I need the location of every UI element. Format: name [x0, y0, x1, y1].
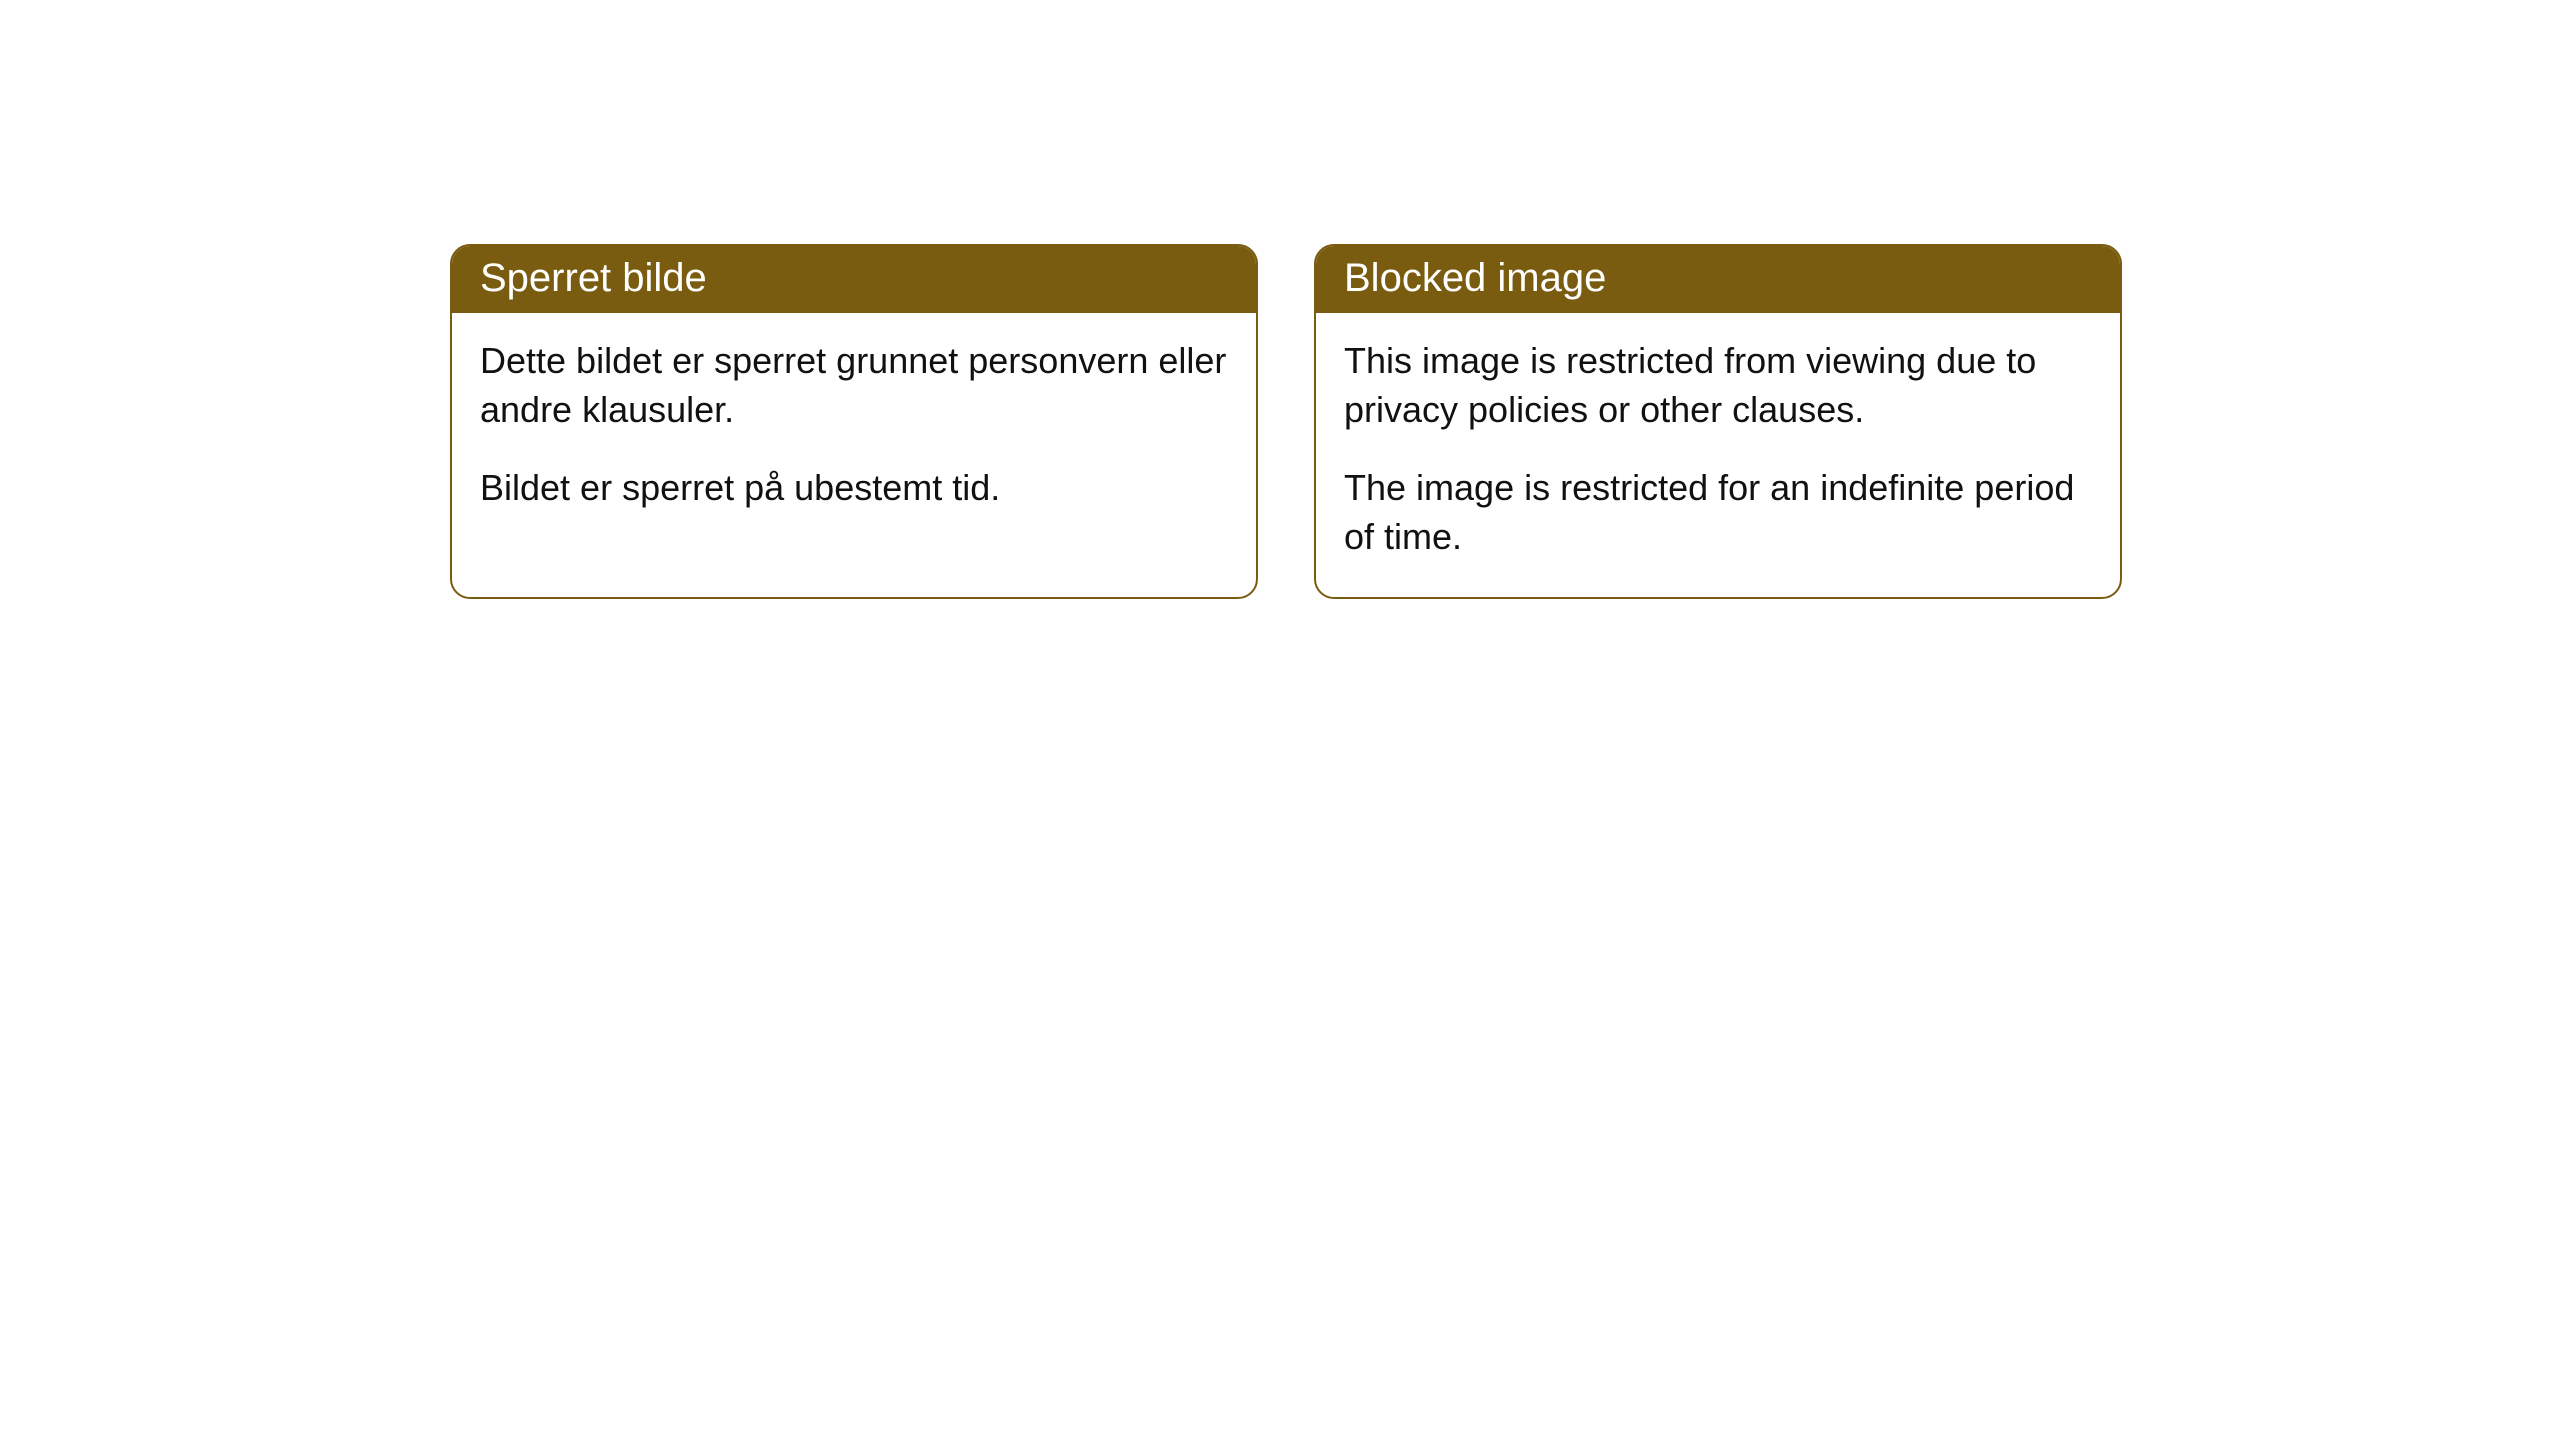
card-paragraph: This image is restricted from viewing du… — [1344, 337, 2092, 434]
card-header-en: Blocked image — [1316, 246, 2120, 313]
card-paragraph: Dette bildet er sperret grunnet personve… — [480, 337, 1228, 434]
card-header-no: Sperret bilde — [452, 246, 1256, 313]
card-paragraph: Bildet er sperret på ubestemt tid. — [480, 464, 1228, 513]
card-body-en: This image is restricted from viewing du… — [1316, 313, 2120, 597]
notice-cards-container: Sperret bilde Dette bildet er sperret gr… — [450, 244, 2122, 599]
notice-card-no: Sperret bilde Dette bildet er sperret gr… — [450, 244, 1258, 599]
notice-card-en: Blocked image This image is restricted f… — [1314, 244, 2122, 599]
card-paragraph: The image is restricted for an indefinit… — [1344, 464, 2092, 561]
card-body-no: Dette bildet er sperret grunnet personve… — [452, 313, 1256, 549]
card-title: Blocked image — [1344, 256, 1606, 300]
card-title: Sperret bilde — [480, 256, 707, 300]
